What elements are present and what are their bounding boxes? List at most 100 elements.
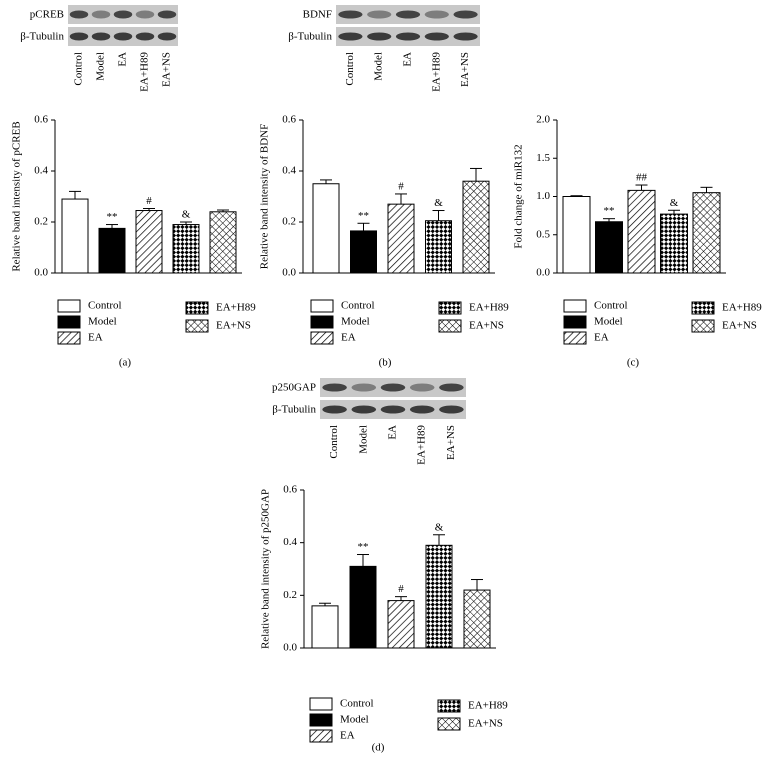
legend-swatch [57, 299, 81, 313]
blot-band [351, 383, 377, 392]
legend-swatch [438, 319, 462, 333]
bar [387, 203, 415, 274]
category-label: EA [387, 425, 399, 440]
legend-swatch [309, 713, 333, 727]
blot-band [367, 10, 392, 19]
legend-label: EA+NS [216, 320, 251, 332]
category-label: Model [373, 52, 385, 81]
bar [209, 211, 237, 274]
category-label: EA+H89 [430, 52, 442, 92]
blot-band [338, 10, 363, 19]
bar [562, 196, 591, 274]
legend-label: Control [341, 300, 375, 312]
legend-label: EA+H89 [216, 302, 256, 314]
bar [172, 224, 200, 274]
blot-label: BDNF [303, 9, 332, 21]
legend-swatch [310, 299, 334, 313]
blot-label: p250GAP [272, 382, 316, 394]
blot-band [439, 405, 464, 414]
blot-label: β-Tubulin [288, 31, 332, 43]
legend-label: EA [594, 332, 609, 344]
blot-band [322, 405, 347, 414]
blot-label: β-Tubulin [20, 31, 64, 43]
blot-band [113, 32, 133, 41]
legend-label: Control [594, 300, 628, 312]
bar [349, 565, 377, 649]
category-label: EA+NS [445, 425, 457, 460]
y-tick-label: 0.4 [283, 536, 297, 548]
blot-band [135, 32, 155, 41]
blot-band [439, 383, 464, 392]
blot-band [338, 32, 363, 41]
y-tick-label: 0.6 [282, 114, 296, 126]
legend-label: Model [341, 316, 370, 328]
bar [595, 221, 623, 274]
blot-band [135, 10, 155, 19]
category-label: EA [402, 52, 414, 67]
blot-band [453, 32, 478, 41]
significance-mark: # [398, 583, 404, 595]
bar [660, 213, 688, 274]
category-label: Model [95, 52, 107, 81]
legend-swatch [691, 301, 715, 315]
legend-label: Control [340, 698, 374, 710]
legend-swatch [309, 729, 333, 743]
y-axis-label: Fold change of miR132 [513, 144, 525, 248]
y-tick-label: 0.0 [536, 267, 550, 279]
blot-band [91, 32, 111, 41]
legend-swatch [563, 299, 587, 313]
legend-swatch [57, 315, 81, 329]
significance-mark: ** [107, 211, 118, 223]
y-tick-label: 0.0 [283, 642, 297, 654]
legend-swatch [691, 319, 715, 333]
legend-swatch [438, 301, 462, 315]
legend-swatch [310, 315, 334, 329]
blot-band [157, 32, 177, 41]
bar [350, 230, 377, 274]
legend-label: EA+NS [469, 320, 504, 332]
bar [425, 220, 452, 274]
legend-swatch [185, 319, 209, 333]
y-tick-label: 0.0 [282, 267, 296, 279]
blot-band [157, 10, 177, 19]
y-axis-label: Relative band intensity of BDNF [259, 124, 271, 269]
y-axis-label: Relative band intensity of pCREB [11, 121, 23, 271]
y-tick-label: 2.0 [536, 114, 550, 126]
legend-swatch [309, 697, 333, 711]
y-tick-label: 0.4 [34, 165, 48, 177]
bar [462, 180, 490, 274]
y-tick-label: 0.5 [536, 228, 550, 240]
bar [425, 544, 453, 649]
panel: p250GAP β-Tubulin Control Model EA EA+H89 EA+N… [260, 378, 508, 754]
category-label: Control [344, 52, 356, 86]
y-tick-label: 0.2 [283, 589, 297, 601]
category-label: EA+NS [459, 52, 471, 87]
panel-label: (b) [379, 357, 392, 369]
y-tick-label: 0.6 [34, 114, 48, 126]
y-tick-label: 0.0 [34, 267, 48, 279]
bar [135, 210, 163, 274]
y-tick-label: 0.2 [34, 216, 48, 228]
significance-mark: ** [358, 210, 369, 222]
blot-band [351, 405, 377, 414]
blot-band [424, 10, 449, 19]
legend-swatch [563, 315, 587, 329]
blot-band [409, 383, 435, 392]
category-label: EA+NS [161, 52, 173, 87]
category-label: Model [357, 425, 369, 454]
significance-mark: & [435, 521, 444, 533]
y-tick-label: 0.4 [282, 165, 296, 177]
significance-mark: # [398, 180, 404, 192]
blot-band [395, 10, 421, 19]
blot-band [380, 405, 406, 414]
blot-band [69, 32, 89, 41]
legend-swatch [185, 301, 209, 315]
significance-mark: # [146, 195, 152, 207]
significance-mark: & [434, 197, 443, 209]
significance-mark: & [670, 197, 679, 209]
legend-label: EA+NS [722, 320, 757, 332]
y-tick-label: 0.2 [282, 216, 296, 228]
significance-mark: ** [604, 205, 615, 217]
legend-label: EA+H89 [469, 302, 509, 314]
